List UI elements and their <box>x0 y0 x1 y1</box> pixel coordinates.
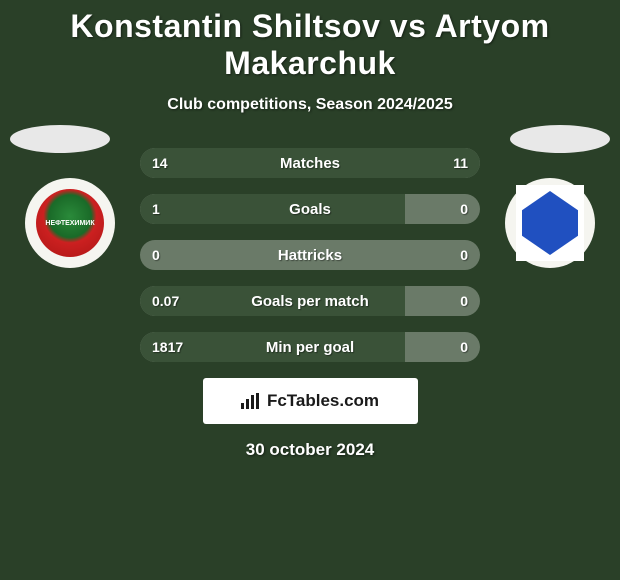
stat-label: Hattricks <box>140 247 480 264</box>
player-silhouette-right <box>510 125 610 153</box>
stat-value-right: 0 <box>460 293 468 309</box>
brand-label: FcTables.com <box>267 391 379 411</box>
player-silhouette-left <box>10 125 110 153</box>
page-title: Konstantin Shiltsov vs Artyom Makarchuk <box>0 0 620 82</box>
team-badge-left-inner: НЕФТЕХИМИК <box>36 189 104 257</box>
stat-row: 0Hattricks0 <box>140 240 480 270</box>
date-label: 30 october 2024 <box>0 440 620 460</box>
stat-value-right: 0 <box>460 201 468 217</box>
chart-icon <box>241 393 261 409</box>
brand-box: FcTables.com <box>203 378 418 424</box>
stat-row: 14Matches11 <box>140 148 480 178</box>
stat-row: 1817Min per goal0 <box>140 332 480 362</box>
stat-label: Goals per match <box>140 293 480 310</box>
subtitle: Club competitions, Season 2024/2025 <box>0 96 620 114</box>
stats-container: 14Matches111Goals00Hattricks00.07Goals p… <box>140 148 480 362</box>
stat-row: 1Goals0 <box>140 194 480 224</box>
stat-value-right: 0 <box>460 247 468 263</box>
stat-row: 0.07Goals per match0 <box>140 286 480 316</box>
stat-value-right: 0 <box>460 339 468 355</box>
team-badge-right <box>505 178 595 268</box>
team-badge-right-inner <box>516 185 584 261</box>
stat-label: Min per goal <box>140 339 480 356</box>
stat-label: Matches <box>140 155 480 172</box>
stat-label: Goals <box>140 201 480 218</box>
team-name-left: НЕФТЕХИМИК <box>45 220 94 227</box>
stat-value-right: 11 <box>453 155 468 171</box>
team-badge-left: НЕФТЕХИМИК <box>25 178 115 268</box>
